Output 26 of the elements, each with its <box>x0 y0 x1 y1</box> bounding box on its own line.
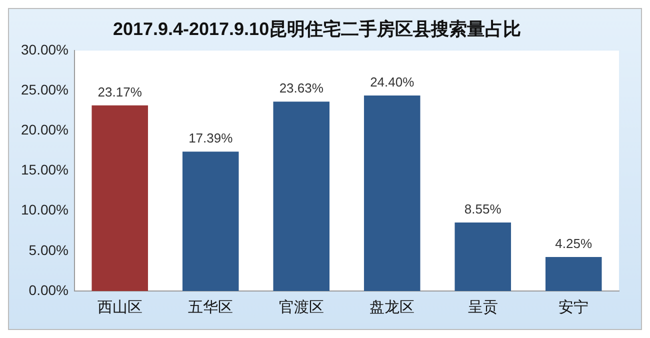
data-label: 24.40% <box>370 74 415 90</box>
data-label: 4.25% <box>555 236 592 252</box>
data-label: 23.17% <box>98 84 142 100</box>
x-tick-label: 盘龙区 <box>370 299 415 316</box>
x-tick-label: 呈贡 <box>468 299 498 316</box>
data-label: 8.55% <box>464 202 502 217</box>
chart-title: 2017.9.4-2017.9.10昆明住宅二手房区县搜索量占比 <box>112 18 522 39</box>
y-tick-label: 30.00% <box>21 41 68 58</box>
y-tick-label: 5.00% <box>28 242 68 258</box>
x-tick-label: 安宁 <box>558 299 589 316</box>
y-tick-label: 25.00% <box>21 82 68 98</box>
y-tick-label: 20.00% <box>21 122 68 138</box>
data-label: 17.39% <box>188 130 234 146</box>
bar <box>273 102 330 291</box>
bar <box>92 105 148 291</box>
x-tick-label: 西山区 <box>97 299 142 316</box>
bar <box>182 152 239 291</box>
y-tick-label: 15.00% <box>21 162 68 178</box>
data-label: 23.63% <box>279 80 324 96</box>
y-tick-label: 10.00% <box>21 202 68 218</box>
y-tick-label: 0.00% <box>28 282 68 298</box>
bar <box>545 256 602 291</box>
x-tick-label: 官渡区 <box>278 299 324 316</box>
bar <box>364 95 420 291</box>
x-tick-label: 五华区 <box>188 299 234 316</box>
bar <box>454 222 512 291</box>
